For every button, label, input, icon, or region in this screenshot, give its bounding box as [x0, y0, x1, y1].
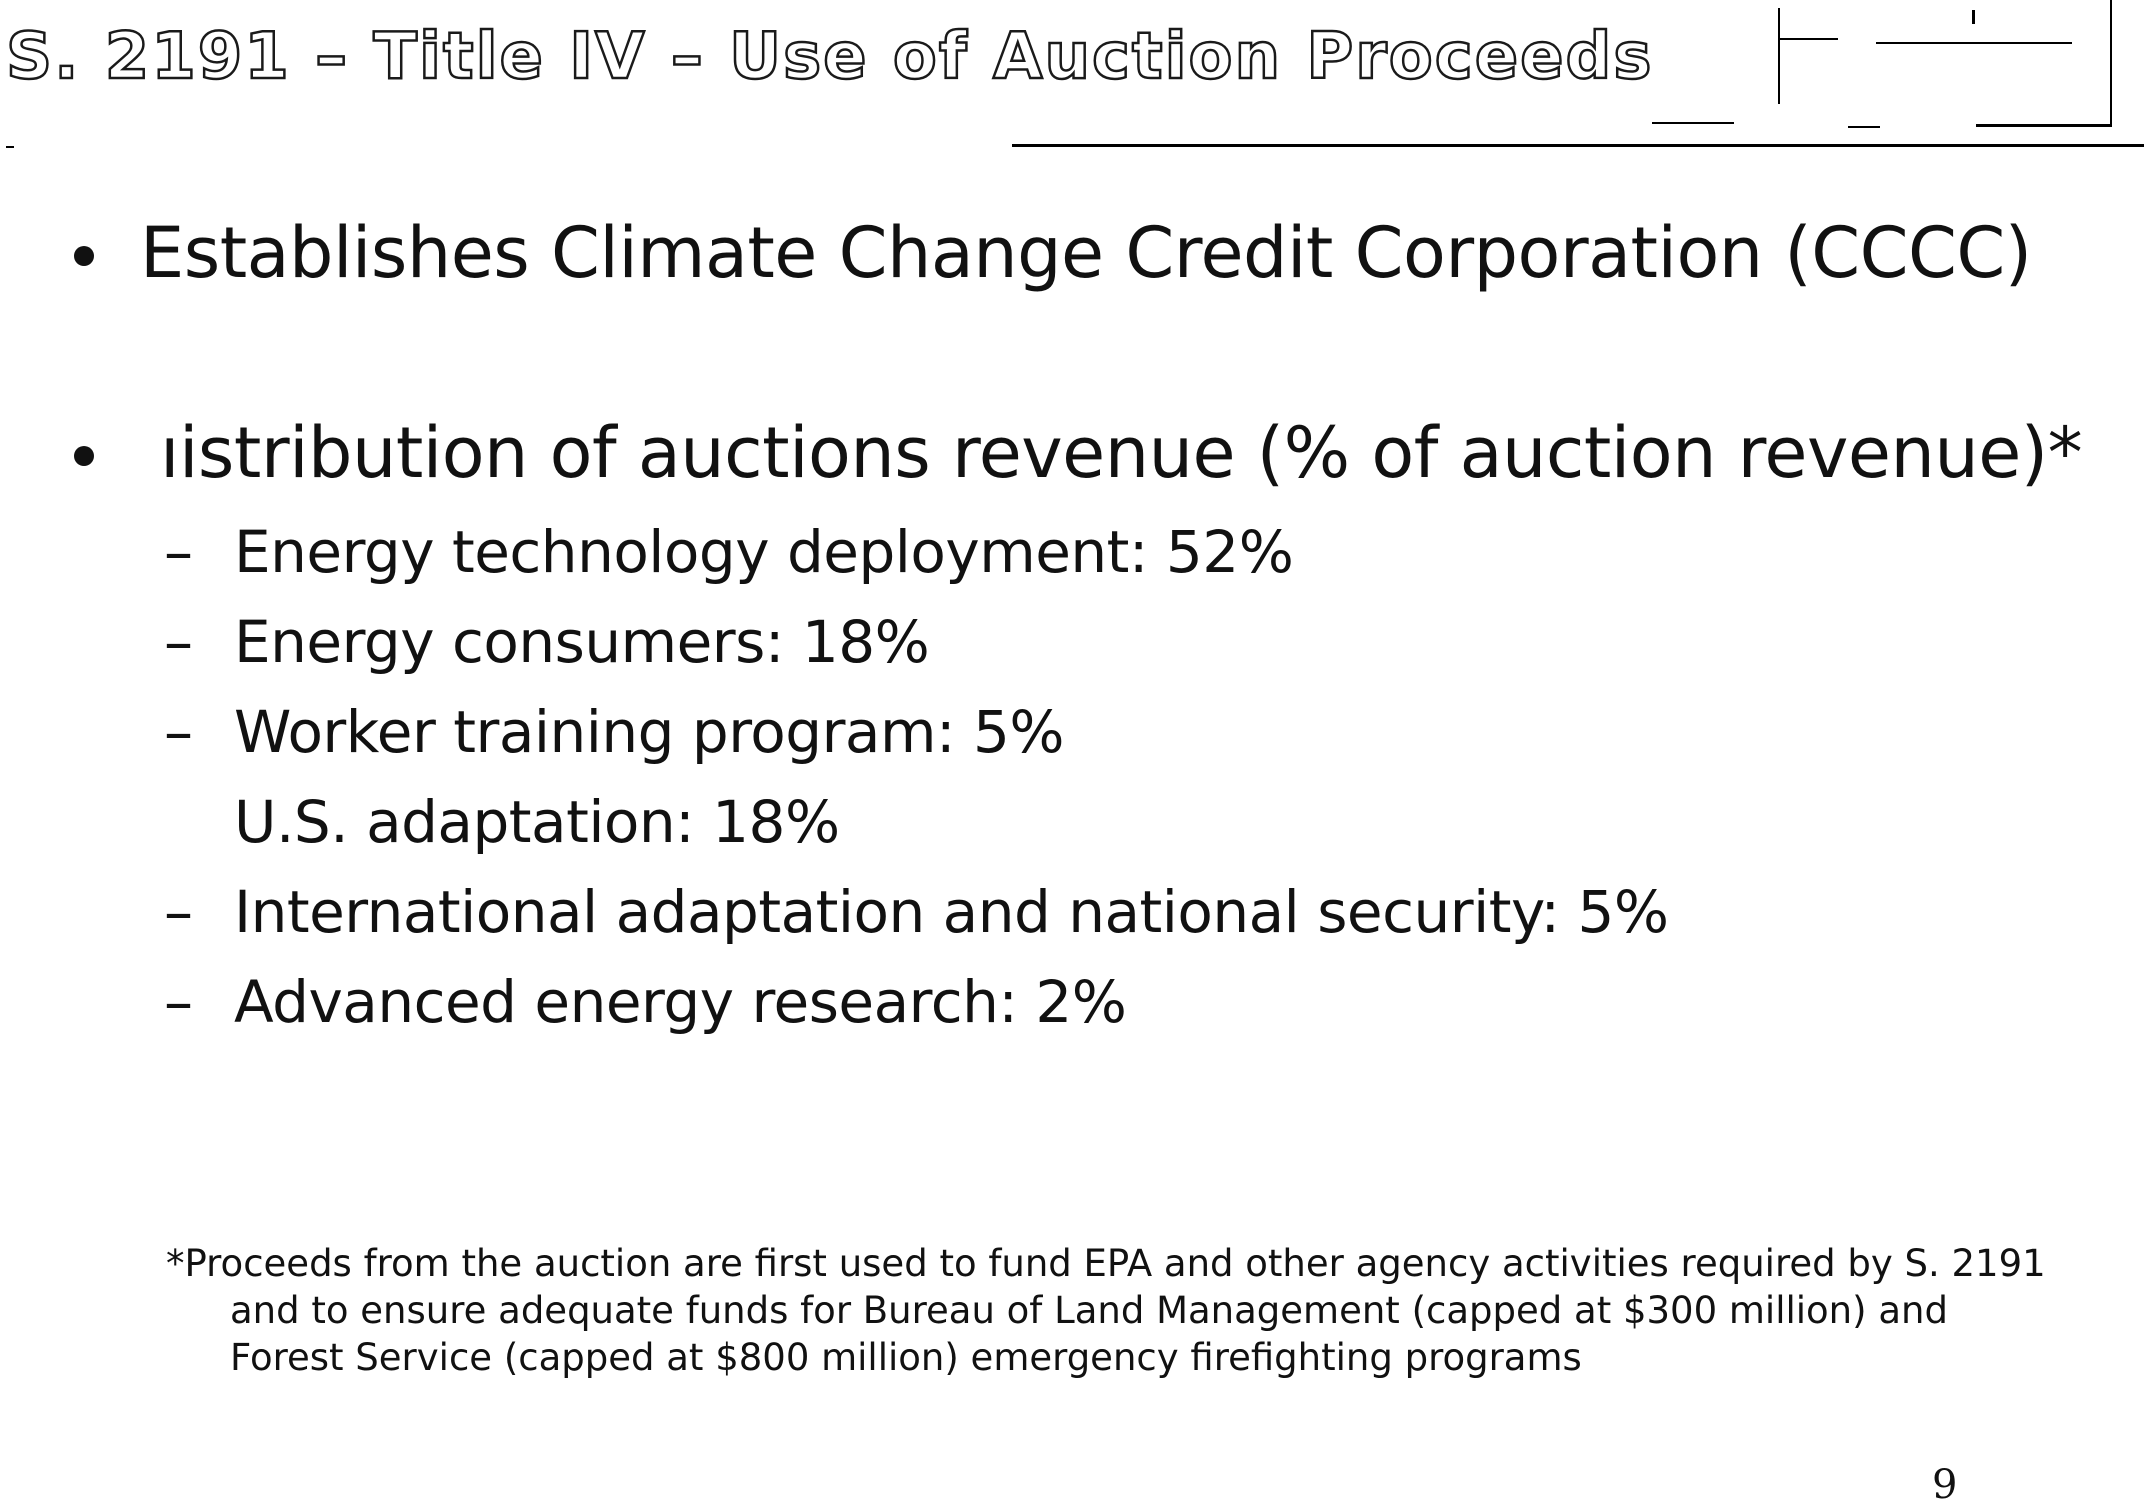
bullet-item: Establishes Climate Change Credit Corpor… [140, 212, 2032, 294]
header-box-tick [1972, 10, 1975, 24]
left-tick-mark [6, 146, 14, 148]
footnote: *Proceeds from the auction are first use… [166, 1240, 2046, 1381]
header-box-line [1848, 126, 1880, 128]
sub-bullet-item: Energy consumers: 18% [234, 608, 930, 676]
sub-bullet-dash: – [164, 878, 193, 946]
bullet-dot [74, 246, 94, 266]
header-box-line [1652, 122, 1734, 124]
sub-bullet-item: Worker training program: 5% [234, 698, 1064, 766]
sub-bullet-item: Advanced energy research: 2% [234, 968, 1127, 1036]
sub-bullet-dash: – [164, 608, 193, 676]
header-box-line [1976, 124, 2112, 127]
slide-title: S. 2191 – Title IV – Use of Auction Proc… [5, 19, 1654, 96]
bullet-dot [74, 446, 94, 466]
sub-bullet-dash: – [164, 518, 193, 586]
footnote-line: Forest Service (capped at $800 million) … [230, 1336, 1582, 1379]
footnote-line: *Proceeds from the auction are first use… [166, 1242, 2046, 1285]
bullet-item: ıistribution of auctions revenue (% of a… [160, 412, 2083, 494]
sub-bullet-item: International adaptation and national se… [234, 878, 1669, 946]
page-number: 9 [1932, 1462, 1958, 1508]
header-box-line [1778, 38, 1838, 40]
footnote-line: and to ensure adequate funds for Bureau … [230, 1289, 1948, 1332]
header-box-frame [1778, 8, 1780, 104]
header-box-line [1876, 42, 2072, 44]
sub-bullet-item: Energy technology deployment: 52% [234, 518, 1294, 586]
sub-bullet-item: U.S. adaptation: 18% [234, 788, 840, 856]
header-divider-line [1012, 144, 2144, 147]
header-box-frame [2110, 0, 2112, 126]
sub-bullet-dash: – [164, 698, 193, 766]
sub-bullet-dash: – [164, 968, 193, 1036]
